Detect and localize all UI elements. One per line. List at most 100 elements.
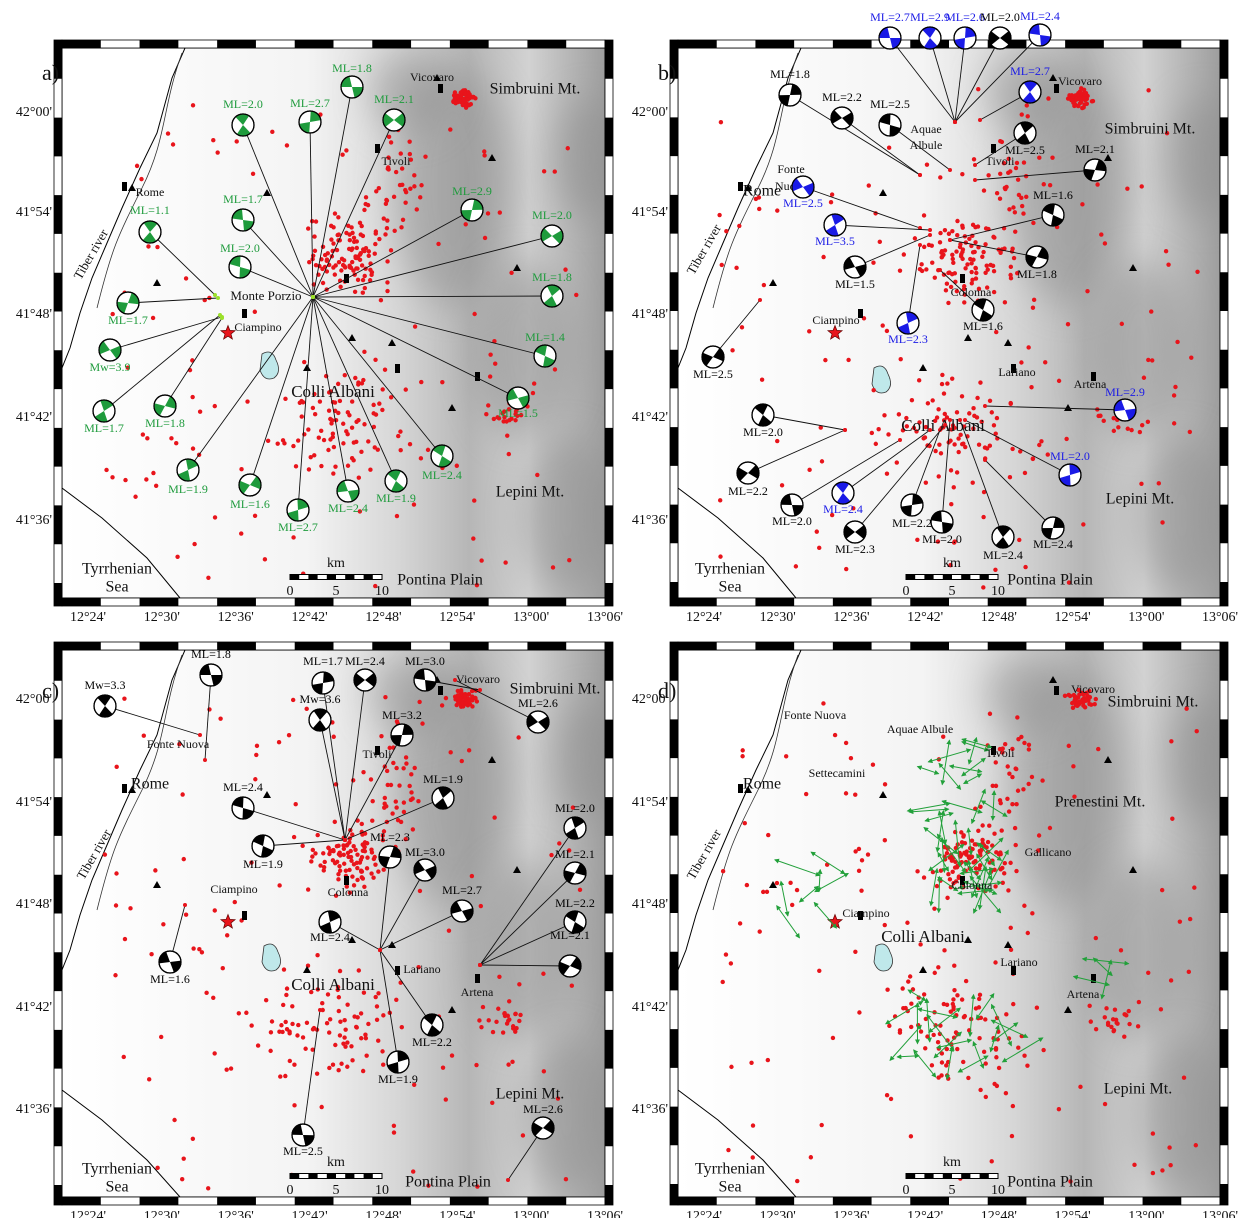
epicenter-dot bbox=[857, 869, 861, 873]
epicenter-dot bbox=[938, 240, 942, 244]
epicenter-dot bbox=[343, 1044, 347, 1048]
epicenter-dot bbox=[337, 1009, 341, 1013]
epicenter-dot bbox=[506, 1062, 510, 1066]
epicenter-dot bbox=[973, 240, 977, 244]
epicenter-dot bbox=[1169, 739, 1173, 743]
epicenter-dot bbox=[1096, 747, 1100, 751]
epicenter-marker bbox=[918, 243, 922, 247]
epicenter-dot bbox=[1007, 772, 1011, 776]
scale-bar-segment bbox=[980, 575, 989, 580]
epicenter-dot bbox=[373, 358, 377, 362]
epicenter-dot bbox=[977, 997, 981, 1001]
epicenter-dot bbox=[385, 226, 389, 230]
epicenter-dot bbox=[1103, 241, 1107, 245]
epicenter-dot bbox=[135, 164, 139, 168]
epicenter-dot bbox=[1164, 249, 1168, 253]
place-label: Lepini Mt. bbox=[1104, 1081, 1172, 1098]
epicenter-dot bbox=[327, 852, 331, 856]
focal-mechanism bbox=[824, 214, 846, 236]
epicenter-dot bbox=[352, 240, 356, 244]
epicenter-dot bbox=[190, 395, 194, 399]
epicenter-dot bbox=[380, 387, 384, 391]
place-label: Tivoli bbox=[382, 154, 412, 168]
latitude-label: 41°42' bbox=[16, 1000, 52, 1015]
longitude-label: 12°24' bbox=[686, 1209, 722, 1218]
focal-mechanism bbox=[94, 695, 116, 717]
epicenter-dot bbox=[383, 368, 387, 372]
place-label: Simbruini Mt. bbox=[1105, 121, 1196, 138]
epicenter-dot bbox=[1189, 355, 1193, 359]
epicenter-dot bbox=[455, 703, 459, 707]
epicenter-dot bbox=[719, 120, 723, 124]
epicenter-marker bbox=[958, 418, 962, 422]
epicenter-dot bbox=[1094, 697, 1098, 701]
epicenter-dot bbox=[946, 271, 950, 275]
epicenter-dot bbox=[721, 869, 725, 873]
epicenter-dot bbox=[1010, 802, 1014, 806]
epicenter-dot bbox=[418, 889, 422, 893]
epicenter-dot bbox=[114, 871, 118, 875]
epicenter-dot bbox=[1048, 183, 1052, 187]
focal-mechanism bbox=[879, 27, 901, 49]
latitude-label: 41°36' bbox=[16, 1102, 52, 1117]
focal-mechanism bbox=[239, 474, 261, 496]
mountain-shading bbox=[1137, 1035, 1227, 1195]
epicenter-dot bbox=[794, 564, 798, 568]
focal-mechanism bbox=[954, 27, 976, 49]
map-panel: 42°00'41°54'41°48'41°42'41°36'12°24'12°3… bbox=[632, 9, 1239, 625]
scale-unit: km bbox=[943, 1155, 961, 1170]
epicenter-dot bbox=[844, 567, 848, 571]
scale-bar-segment bbox=[924, 1174, 933, 1179]
epicenter-dot bbox=[401, 766, 405, 770]
epicenter-dot bbox=[775, 439, 779, 443]
epicenter-dot bbox=[1009, 402, 1013, 406]
epicenter-dot bbox=[420, 721, 424, 725]
epicenter-dot bbox=[804, 792, 808, 796]
scale-bar-segment bbox=[345, 575, 354, 580]
epicenter-dot bbox=[967, 237, 971, 241]
epicenter-dot bbox=[253, 514, 257, 518]
place-label: Artena bbox=[461, 985, 494, 999]
epicenter-dot bbox=[496, 1007, 500, 1011]
magnitude-label: ML=1.7 bbox=[303, 654, 343, 668]
epicenter-dot bbox=[918, 267, 922, 271]
epicenter-dot bbox=[1008, 861, 1012, 865]
town bbox=[242, 911, 247, 920]
epicenter-marker bbox=[216, 296, 220, 300]
epicenter-dot bbox=[740, 754, 744, 758]
epicenter-dot bbox=[730, 348, 734, 352]
epicenter-dot bbox=[488, 374, 492, 378]
epicenter-dot bbox=[887, 146, 891, 150]
epicenter-dot bbox=[166, 131, 170, 135]
magnitude-label: ML=1.6 bbox=[230, 497, 270, 511]
longitude-label: 12°48' bbox=[981, 1209, 1017, 1218]
epicenter-dot bbox=[745, 883, 749, 887]
magnitude-label: Mw=3.9 bbox=[89, 360, 130, 374]
epicenter-dot bbox=[938, 231, 942, 235]
epicenter-dot bbox=[1007, 207, 1011, 211]
epicenter-dot bbox=[807, 468, 811, 472]
longitude-label: 12°30' bbox=[144, 610, 180, 625]
epicenter-dot bbox=[333, 211, 337, 215]
magnitude-label: ML=2.0 bbox=[220, 241, 260, 255]
focal-mechanism bbox=[312, 672, 334, 694]
scale-bar-segment bbox=[308, 1174, 317, 1179]
epicenter-dot bbox=[342, 258, 346, 262]
epicenter-dot bbox=[734, 266, 738, 270]
epicenter-dot bbox=[988, 399, 992, 403]
place-label: Artena bbox=[1074, 377, 1107, 391]
scale-bar-segment bbox=[327, 1174, 336, 1179]
epicenter-dot bbox=[347, 247, 351, 251]
longitude-label: 12°30' bbox=[144, 1209, 180, 1218]
latitude-label: 41°48' bbox=[632, 897, 668, 912]
epicenter-dot bbox=[409, 772, 413, 776]
epicenter-dot bbox=[1016, 789, 1020, 793]
epicenter-dot bbox=[389, 248, 393, 252]
magnitude-label: ML=1.8 bbox=[332, 61, 372, 75]
epicenter-dot bbox=[374, 231, 378, 235]
scale-tick-label: 10 bbox=[991, 584, 1005, 599]
epicenter-dot bbox=[360, 822, 364, 826]
epicenter-dot bbox=[244, 1011, 248, 1015]
focal-mechanism bbox=[992, 526, 1014, 548]
focal-mechanism bbox=[752, 404, 774, 426]
